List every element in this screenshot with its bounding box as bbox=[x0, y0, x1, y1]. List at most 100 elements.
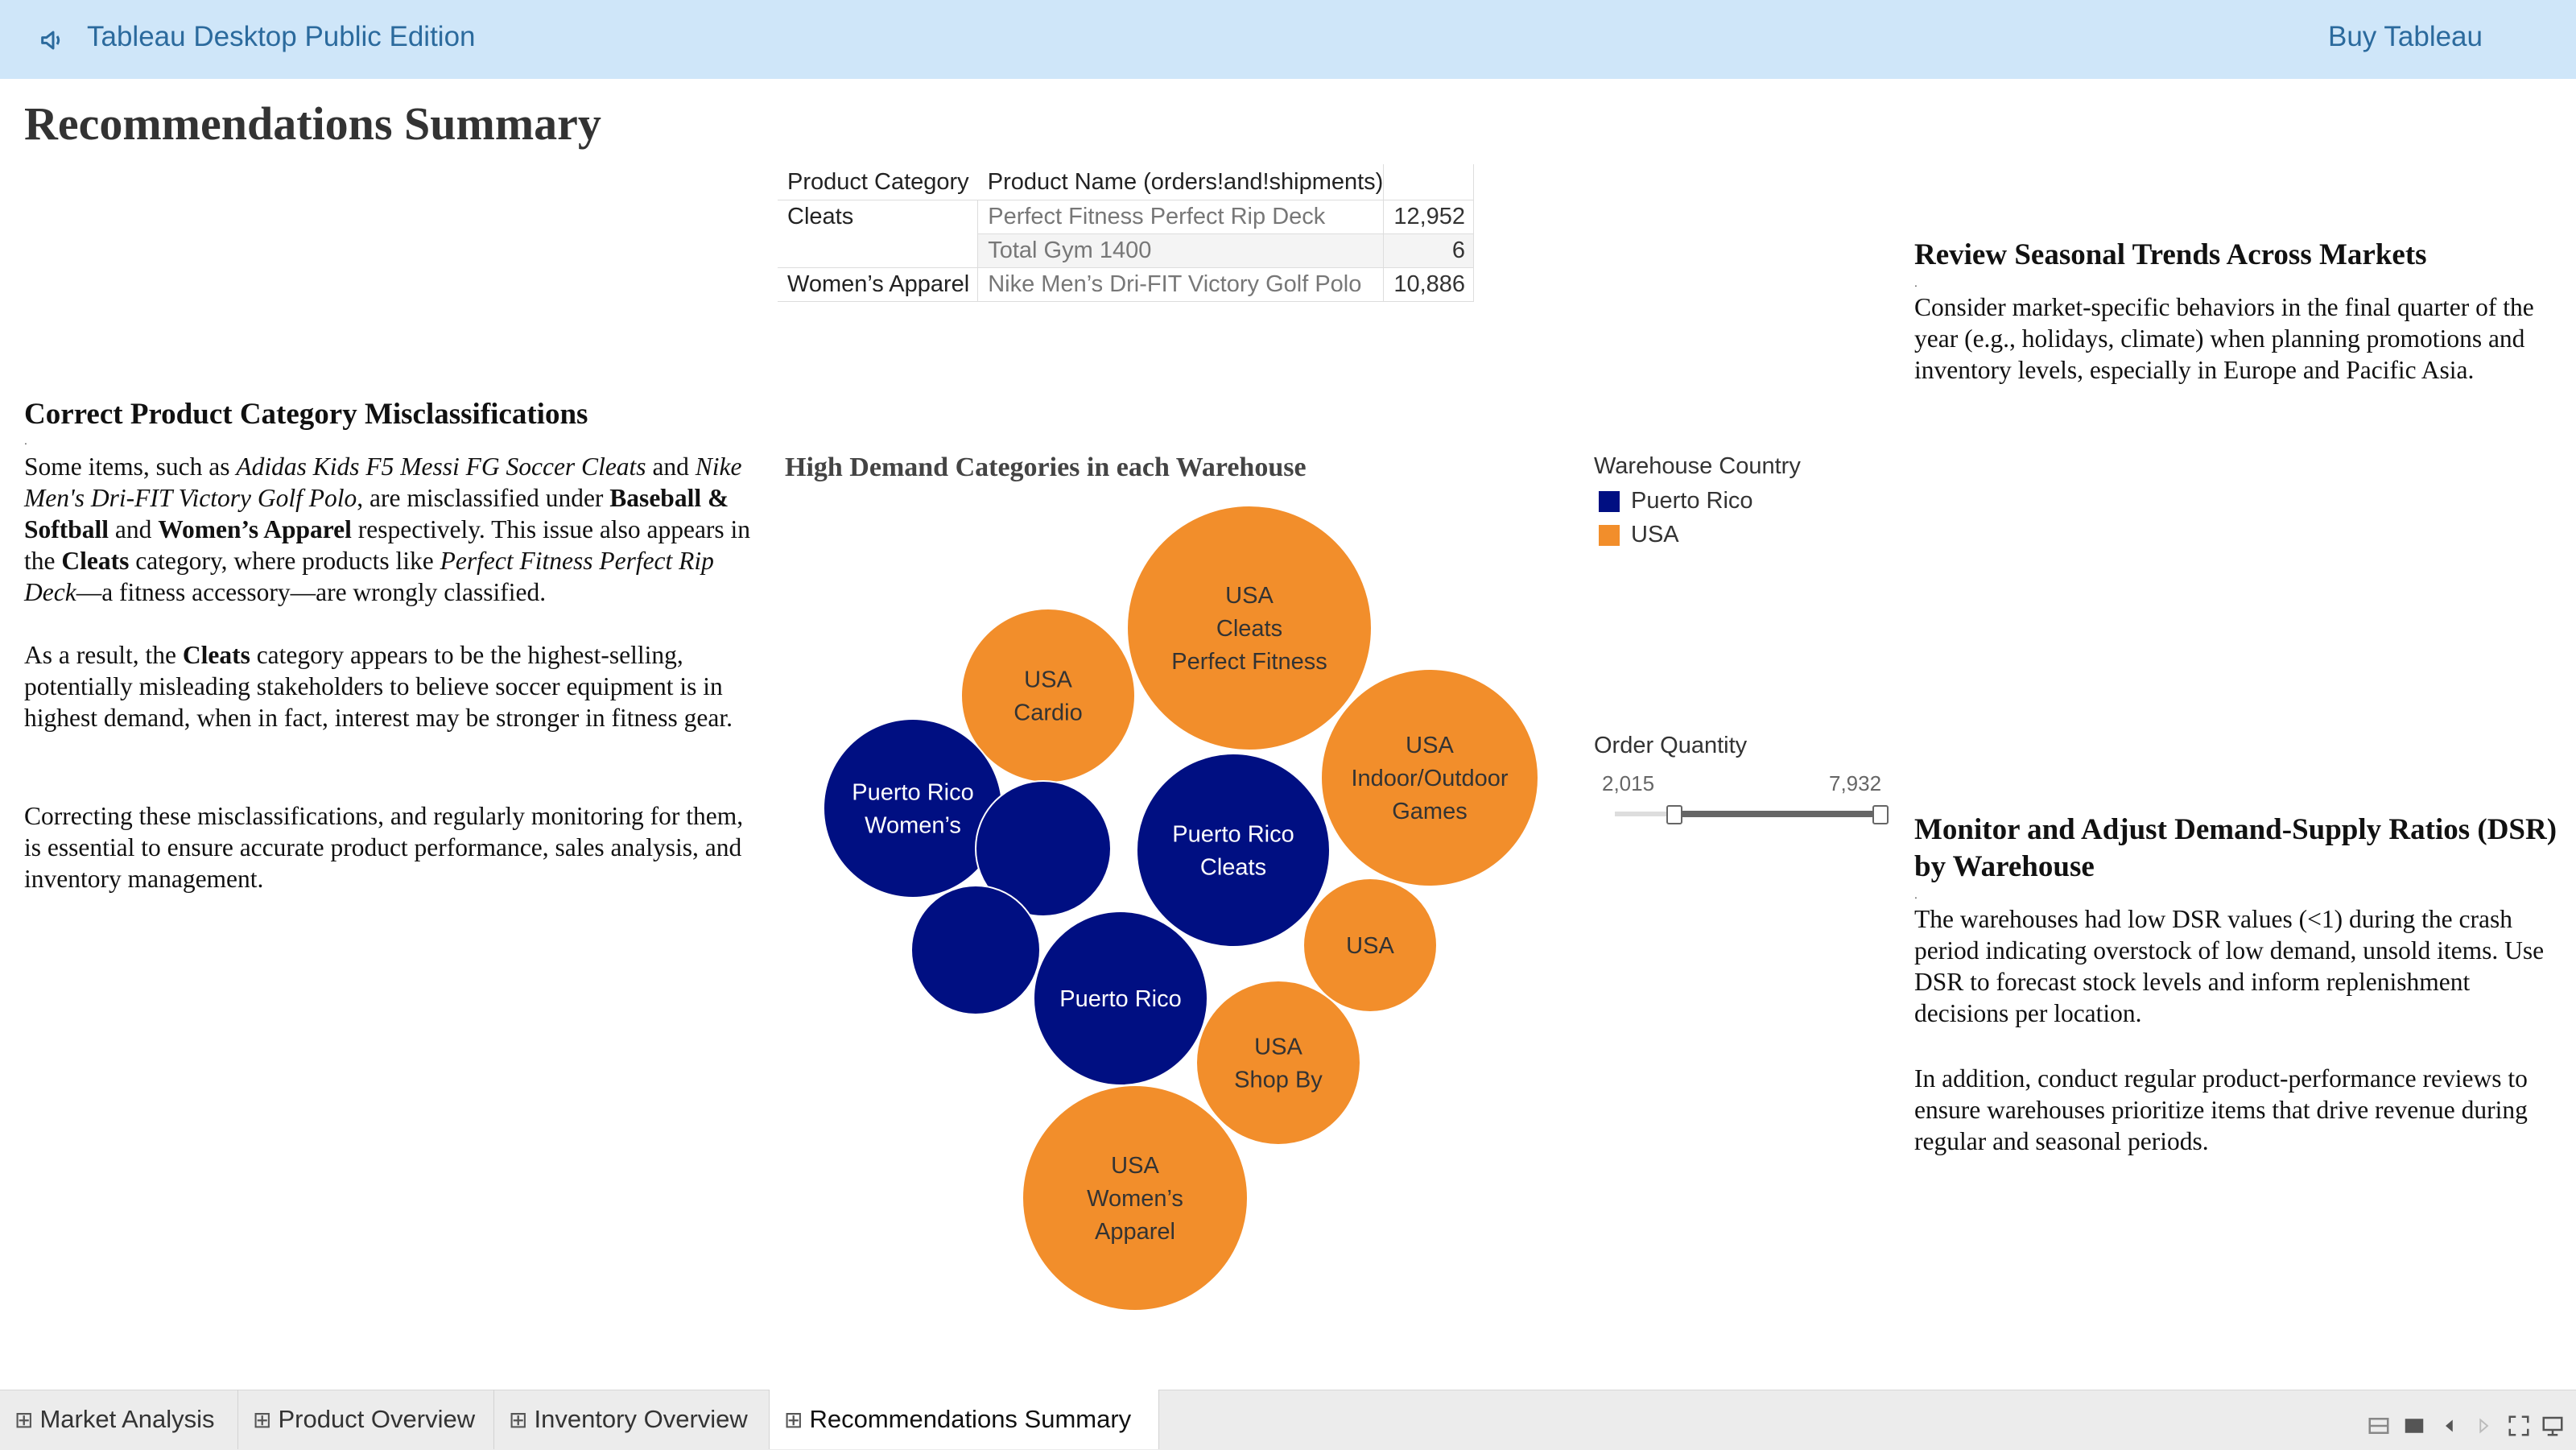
grid-view-icon[interactable] bbox=[2367, 1414, 2391, 1438]
bubble-mark[interactable] bbox=[960, 608, 1136, 783]
bubble-mark[interactable] bbox=[1126, 505, 1373, 751]
dashboard-grid-icon: ⊞ bbox=[14, 1407, 34, 1432]
bubble-label: Games bbox=[1392, 799, 1467, 824]
dsr-heading: Monitor and Adjust Demand-Supply Ratios … bbox=[1914, 813, 2557, 883]
text-run: —a fitness accessory—are wrongly classif… bbox=[76, 578, 547, 606]
table-cell-value: 10,886 bbox=[1383, 267, 1475, 302]
prev-icon[interactable] bbox=[2438, 1414, 2462, 1438]
misclass-paragraph-2: As a result, the Cleats category appears… bbox=[24, 639, 765, 733]
bubble-label: Cleats bbox=[1216, 616, 1282, 642]
slider-range-fill[interactable] bbox=[1674, 811, 1880, 817]
bubble-label: USA bbox=[1024, 667, 1072, 693]
bubble-puerto-rico[interactable]: Puerto Rico Cleats bbox=[1136, 753, 1331, 948]
text-run: Cleats bbox=[182, 641, 250, 669]
tab-label: Product Overview bbox=[278, 1405, 476, 1433]
text-run: Women’s Apparel bbox=[158, 515, 352, 543]
bubble-mark[interactable] bbox=[1022, 1084, 1249, 1312]
misclass-heading: Correct Product Category Misclassificati… bbox=[24, 398, 588, 431]
bubble-label: Puerto Rico bbox=[852, 780, 974, 806]
legend-item-usa[interactable]: USA bbox=[1599, 522, 1679, 548]
tab-label: Inventory Overview bbox=[534, 1405, 748, 1433]
tab-recommendations-summary[interactable]: ⊞ Recommendations Summary bbox=[770, 1390, 1159, 1449]
bubble-mark[interactable] bbox=[1320, 668, 1539, 887]
bubble-puerto-rico[interactable]: Puerto Rico bbox=[1033, 911, 1208, 1086]
top-banner bbox=[0, 0, 2576, 79]
seasonal-text: Consider market-specific behaviors in th… bbox=[1914, 293, 2534, 384]
table-cell-value: 12,952 bbox=[1383, 200, 1475, 234]
bubble-mark[interactable] bbox=[975, 780, 1112, 917]
bubble-mark[interactable] bbox=[910, 885, 1041, 1015]
bubble-usa[interactable]: USA Women’s Apparel bbox=[1022, 1084, 1249, 1312]
column-header-empty bbox=[1383, 164, 1475, 200]
table-cell-product: Nike Men’s Dri-FIT Victory Golf Polo bbox=[977, 267, 1384, 302]
bubble-puerto-rico[interactable] bbox=[910, 885, 1041, 1015]
table-cell-product: Perfect Fitness Perfect Rip Deck bbox=[977, 200, 1384, 234]
legend-item-puerto-rico[interactable]: Puerto Rico bbox=[1599, 488, 1753, 514]
text-run: and bbox=[109, 515, 159, 543]
table-row[interactable]: Cleats Perfect Fitness Perfect Rip Deck … bbox=[778, 200, 1475, 234]
column-header[interactable]: Product Name (orders!and!shipments) bbox=[977, 164, 1385, 200]
bubble-mark[interactable] bbox=[1033, 911, 1208, 1086]
table-row[interactable]: Total Gym 1400 6 bbox=[778, 233, 1475, 268]
bubble-label: USA bbox=[1225, 583, 1274, 609]
bubble-label: Indoor/Outdoor bbox=[1351, 766, 1508, 791]
dsr-paragraph-1: The warehouses had low DSR values (<1) d… bbox=[1914, 905, 2545, 1027]
page-title: Recommendations Summary bbox=[24, 97, 601, 150]
bubble-label: Perfect Fitness bbox=[1171, 649, 1327, 675]
fullscreen-icon[interactable] bbox=[2507, 1414, 2531, 1438]
text-run: As a result, the bbox=[24, 641, 183, 669]
bubble-label: USA bbox=[1346, 933, 1394, 959]
bubble-puerto-rico[interactable] bbox=[975, 780, 1112, 917]
share-icon[interactable] bbox=[2541, 1414, 2565, 1438]
table-header-row: Product Category Product Name (orders!an… bbox=[778, 164, 1475, 200]
text-run: and bbox=[646, 452, 696, 481]
legend-label: USA bbox=[1631, 522, 1679, 547]
bubble-usa[interactable]: USA Cardio bbox=[960, 608, 1136, 783]
dashboard-grid-icon: ⊞ bbox=[509, 1407, 528, 1432]
next-icon[interactable] bbox=[2471, 1414, 2496, 1438]
present-icon[interactable] bbox=[2402, 1414, 2426, 1438]
product-table: Product Category Product Name (orders!an… bbox=[778, 164, 1475, 302]
column-header[interactable]: Product Category bbox=[787, 168, 969, 195]
bubble-mark[interactable] bbox=[1302, 878, 1438, 1013]
bubble-label: Women’s bbox=[865, 813, 961, 839]
bubble-puerto-rico[interactable]: Puerto Rico Women’s bbox=[823, 718, 1003, 899]
bubble-label: Apparel bbox=[1095, 1219, 1175, 1245]
legend-label: Puerto Rico bbox=[1631, 488, 1753, 514]
bubble-label: USA bbox=[1111, 1153, 1159, 1179]
dashboard-grid-icon: ⊞ bbox=[784, 1407, 803, 1432]
tab-inventory-overview[interactable]: ⊞ Inventory Overview bbox=[494, 1390, 770, 1449]
bubble-usa[interactable]: USA Indoor/Outdoor Games bbox=[1320, 668, 1539, 887]
bubble-usa[interactable]: USA Cleats Perfect Fitness bbox=[1126, 505, 1373, 751]
bubble-mark[interactable] bbox=[1195, 980, 1361, 1146]
dsr-paragraph-2: In addition, conduct regular product-per… bbox=[1914, 1064, 2528, 1155]
bubble-label: Women’s bbox=[1087, 1186, 1183, 1212]
bubble-label: Puerto Rico bbox=[1059, 986, 1182, 1012]
text-run: Baseball & Softball bbox=[24, 484, 729, 543]
buy-tableau-link[interactable]: Buy Tableau bbox=[2327, 21, 2483, 52]
tab-label: Recommendations Summary bbox=[809, 1405, 1132, 1433]
bubble-label: USA bbox=[1406, 733, 1454, 758]
bubble-usa[interactable]: USA bbox=[1302, 878, 1438, 1013]
slider-min-value: 2,015 bbox=[1602, 771, 1655, 795]
bubble-mark[interactable] bbox=[823, 718, 1003, 899]
text-run: , are misclassified under bbox=[357, 484, 610, 512]
text-run: Some items, such as bbox=[24, 452, 237, 481]
text-run: category, where products like bbox=[129, 547, 440, 575]
bubble-mark[interactable] bbox=[1136, 753, 1331, 948]
slider-max-handle[interactable] bbox=[1872, 805, 1889, 824]
table-cell-category: Women’s Apparel bbox=[787, 271, 970, 297]
legend-swatch bbox=[1599, 524, 1620, 546]
table-row[interactable]: Women’s Apparel Nike Men’s Dri-FIT Victo… bbox=[778, 267, 1475, 302]
tab-market-analysis[interactable]: ⊞ Market Analysis bbox=[0, 1390, 238, 1449]
misclass-paragraph-3: Correcting these misclassifications, and… bbox=[24, 802, 744, 893]
bubble-usa[interactable]: USA Shop By bbox=[1195, 980, 1361, 1146]
bubble-label: Puerto Rico bbox=[1172, 822, 1294, 848]
text-run: Cleats bbox=[61, 547, 130, 575]
chart-title: High Demand Categories in each Warehouse bbox=[785, 452, 1307, 482]
misclass-paragraph-1: Some items, such as Adidas Kids F5 Messi… bbox=[24, 451, 765, 608]
slider-min-handle[interactable] bbox=[1666, 805, 1682, 824]
bubble-label: Cleats bbox=[1200, 855, 1266, 881]
tab-product-overview[interactable]: ⊞ Product Overview bbox=[238, 1390, 494, 1449]
